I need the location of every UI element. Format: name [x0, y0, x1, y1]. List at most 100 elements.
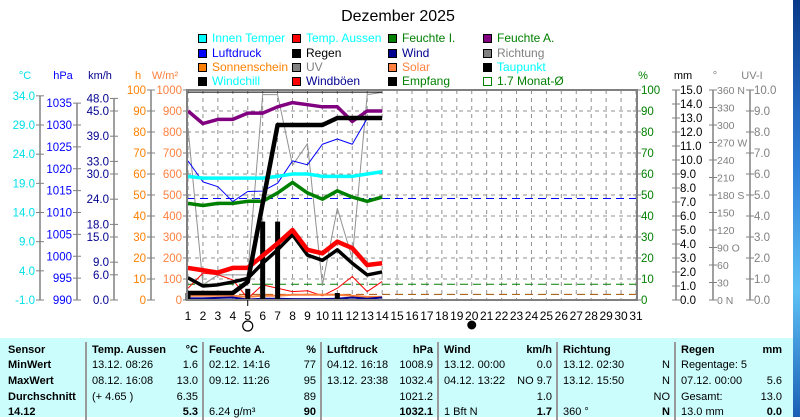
legend-item[interactable]: Innen Temper — [198, 31, 285, 45]
axis-tick-label: 0 — [176, 295, 182, 307]
axis-tick-label: 1.0 — [680, 281, 696, 293]
cell-temp: (+ 4.65 ) 6.35 — [85, 388, 203, 405]
wind-label: 04.12. 13:22 — [444, 374, 506, 387]
hum-label: 6.24 g/m³ — [209, 406, 256, 419]
legend-item[interactable]: Empfang — [388, 74, 450, 88]
legend-swatch — [483, 33, 492, 43]
x-tick-label: 2 — [200, 309, 207, 323]
axis-tick-label: 60 — [641, 169, 654, 181]
press-value: hPa — [412, 343, 433, 356]
legend-item[interactable]: Luftdruck — [198, 46, 261, 60]
legend-swatch — [388, 48, 397, 58]
x-tick-label: 7 — [274, 309, 281, 323]
statistics-panel: Sensor Temp. Aussen °C Feuchte A.% Luftdruck… — [0, 338, 793, 420]
x-tick-label: 14 — [375, 309, 389, 323]
cell-press: 13.12. 23:38 1032.4 — [320, 373, 438, 389]
legend-label: Temp. Aussen — [306, 31, 382, 45]
press-value: 1008.9 — [399, 359, 433, 372]
wind-value: km/h — [526, 343, 552, 356]
legend-item[interactable]: Windböen — [292, 74, 360, 88]
axis-unit-kmh: km/h — [88, 70, 112, 82]
axis-tick-label: 3.0 — [680, 253, 696, 265]
cell-rain: 07.12. 00:00 5.6 — [674, 373, 786, 389]
cell-hum: 89 — [202, 388, 321, 405]
legend-swatch — [198, 76, 207, 86]
legend-swatch — [198, 48, 207, 58]
axis-unit-pct: % — [638, 70, 648, 82]
axis-tick-label: 80 — [133, 127, 146, 139]
x-tick-label: 26 — [555, 309, 569, 323]
cell-wind: Wind km/h — [437, 342, 557, 358]
axis-tick-label: 100 — [163, 274, 182, 286]
series-solar — [188, 293, 383, 298]
wind-label: 13.12. 00:00 — [444, 359, 506, 372]
axis-tick-label: 1.0 — [754, 274, 770, 286]
legend-item[interactable]: Feuchte A. — [483, 31, 554, 45]
legend-item[interactable]: Solar — [388, 60, 430, 74]
chart-axes: °C -1.0 4.0 9.0 14.0 19.0 24.0 29.0 34.0 hPa 990 99… — [13, 70, 777, 307]
axis-tick-label: 33.0 — [87, 156, 109, 168]
axis-tick-label: 4.0 — [754, 211, 770, 223]
axis-tick-label: 4.0 — [680, 239, 696, 251]
legend-item[interactable]: Regen — [292, 46, 341, 60]
x-tick-label: 21 — [480, 309, 494, 323]
axis-tick-label: 40 — [133, 211, 146, 223]
axis-tick-label: 90 — [133, 106, 146, 118]
axis-tick-label: 400 — [163, 211, 182, 223]
temp-value: 1.6 — [182, 359, 198, 372]
legend-item[interactable]: 1.7 Monat-Ø — [483, 74, 564, 88]
cell-rain: Gesamt: 13.0 — [674, 388, 786, 405]
axis-tick-label: 70 — [641, 148, 654, 160]
axis-tick-label: 30.0 — [87, 169, 109, 181]
legend-item[interactable]: Feuchte I. — [388, 31, 455, 45]
legend-item[interactable]: Temp. Aussen — [292, 31, 381, 45]
axis-tick-label: 150 — [717, 208, 735, 220]
axis-tick-label: 100 — [127, 85, 146, 97]
x-tick-label: 12 — [346, 309, 360, 323]
legend-item[interactable]: Taupunkt — [483, 60, 546, 74]
press-label: 04.12. 16:18 — [327, 359, 389, 372]
axis-tick-label: 900 — [163, 106, 182, 118]
x-tick-label: 22 — [495, 309, 509, 323]
chart-title: Dezember 2025 — [341, 8, 455, 25]
legend-swatch — [292, 33, 301, 43]
press-value: 1021.2 — [399, 390, 433, 403]
legend-item[interactable]: Sonnenschein — [198, 60, 288, 74]
legend-item[interactable]: UV — [292, 60, 323, 74]
temp-value: 13.0 — [176, 374, 198, 387]
hum-label: 09.12. 11:26 — [209, 374, 270, 387]
dir-label: 13.12. 15:50 — [563, 374, 625, 387]
wind-label: 1 Bft N — [444, 406, 478, 419]
hum-value: % — [306, 343, 316, 356]
cell-hum: 02.12. 14:16 77 — [202, 357, 321, 374]
x-tick-label: 31 — [629, 309, 643, 323]
daily-rain-bar — [334, 293, 340, 300]
series-taupunkt — [187, 232, 383, 288]
cell-wind: 1.0 — [437, 388, 557, 405]
legend-swatch — [292, 62, 301, 72]
axis-tick-label: 210 — [717, 173, 735, 185]
dir-label: 13.12. 02:30 — [563, 359, 625, 372]
press-value: 1032.1 — [399, 406, 433, 419]
x-tick-label: 3 — [215, 309, 222, 323]
rain-label: 07.12. 00:00 — [681, 374, 743, 387]
table-row-cur: 14.12 5.3 6.24 g/m³ 90 1032.1 1 Bft N 1.7 360 °… — [6, 404, 786, 420]
axis-tick-label: 1000 — [156, 85, 182, 97]
axis-tick-label: 48.0 — [87, 93, 109, 105]
chart-marks — [185, 91, 637, 301]
cell-temp: 08.12. 16:08 13.0 — [85, 373, 203, 389]
cell-dir: 360 ° N — [556, 404, 675, 420]
cell-temp: 5.3 — [85, 404, 203, 420]
legend-item[interactable]: Wind — [388, 46, 429, 60]
legend-item[interactable]: Windchill — [198, 74, 260, 88]
axis-tick-label: 990 — [53, 295, 72, 307]
legend-item[interactable]: Richtung — [483, 46, 544, 60]
cell-wind: 13.12. 00:00 0.0 — [437, 357, 557, 374]
series-innen-temper — [187, 169, 383, 180]
axis-tick-label: 40 — [641, 211, 654, 223]
table-row-min: MinWert 13.12. 08:26 1.6 02.12. 14:16 77 04.1… — [6, 357, 786, 374]
wind-value: 1.0 — [536, 390, 552, 403]
daily-rain-bar — [260, 221, 266, 300]
axis-tick-label: 10.0 — [680, 155, 702, 167]
axis-tick-label: 1005 — [46, 229, 72, 241]
